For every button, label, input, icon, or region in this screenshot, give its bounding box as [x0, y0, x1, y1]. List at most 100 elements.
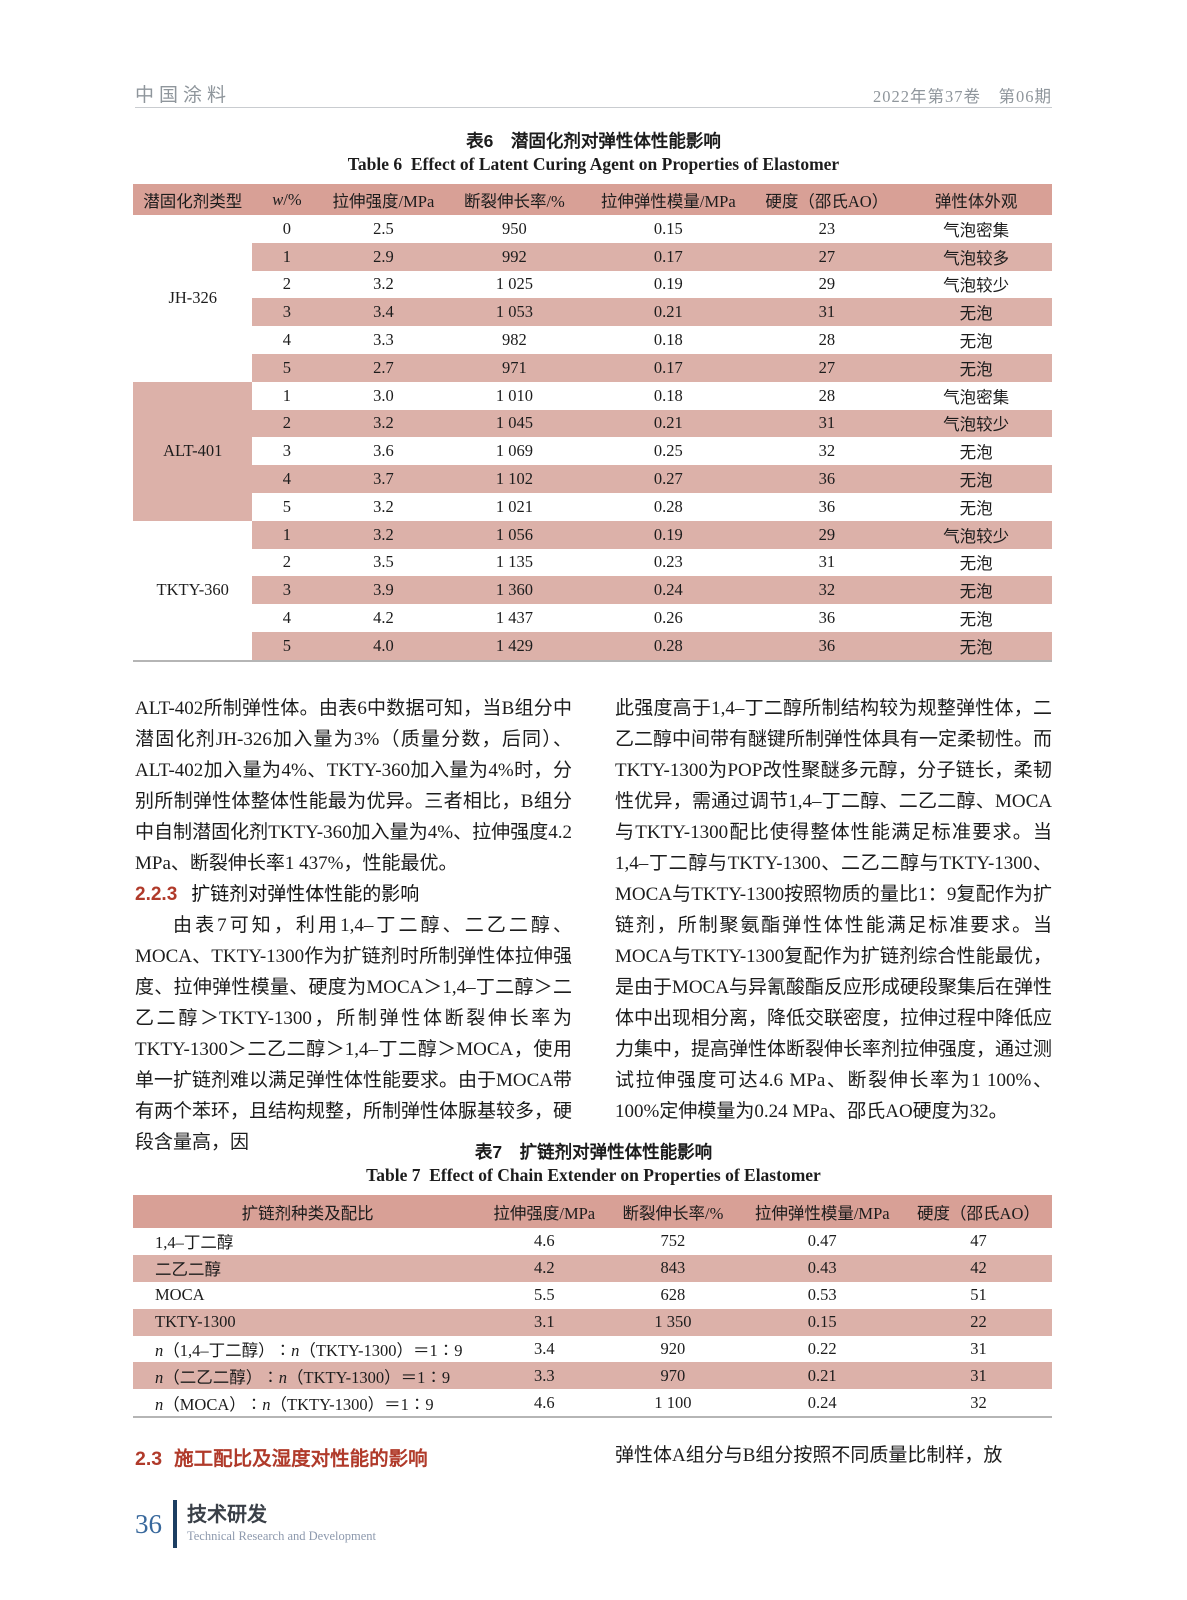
journal-name: 中国涂料	[135, 85, 232, 106]
table7-cell: 22	[904, 1308, 1052, 1336]
table6-cell: 1 021	[495, 496, 533, 516]
table6-cell: 无泡	[900, 576, 1052, 605]
table6-cell: 3.3	[373, 330, 394, 350]
table7-row: n（二乙二醇）∶n（TKTY-1300）＝1∶9 3.3 970 0.21 31	[133, 1362, 1052, 1390]
table6: 潜固化剂类型 w/% 拉伸强度/MPa 断裂伸长率/% 拉伸弹性模量/MPa 硬度（邵氏A…	[133, 184, 1052, 662]
table7-cell: 4.6	[533, 1231, 555, 1251]
table7-cell: 0.53	[807, 1285, 837, 1305]
table6-row: 1 2.9 992 0.17 27 气泡较多	[133, 242, 1052, 271]
table7-row: n（1,4–丁二醇）∶n（TKTY-1300）＝1∶9 3.4 920 0.22 31	[133, 1336, 1052, 1363]
table6-cell: 4	[282, 330, 292, 350]
table6-cell: 31	[753, 298, 901, 327]
table6-cell: 0	[282, 218, 292, 238]
table6-cell: 无泡	[900, 465, 1052, 493]
table6-row: JH-326 0 2.5 950 0.15 23 气泡密集	[133, 215, 1052, 382]
table6-cell: 4	[282, 608, 292, 628]
table6-cell: 27	[753, 353, 901, 382]
table7-row: MOCA 5.5 628 0.53 51	[133, 1282, 1052, 1309]
table6-cell: 3.9	[321, 576, 446, 605]
table7-header-row: 扩链剂种类及配比 拉伸强度/MPa 断裂伸长率/% 拉伸弹性模量/MPa 硬度（邵氏AO…	[133, 1195, 1052, 1228]
table6-caption-en: Table 6 Effect of Latent Curing Agent on…	[347, 154, 840, 174]
footer-section-subtitle: Technical Research and Development	[187, 1529, 376, 1543]
footer-divider-bar	[173, 1500, 177, 1548]
table6-cell: 3.7	[321, 465, 446, 493]
table6-row: 2 3.5 1 135 0.23 31 无泡	[133, 549, 1052, 577]
table6-cell: 3	[252, 298, 322, 327]
table6-cell: 1	[252, 242, 322, 271]
running-head: 中国涂料 2022年第37卷 第06期	[135, 80, 1052, 107]
table7-cell: 0.22	[807, 1339, 837, 1358]
table6-cell: 1 025	[495, 274, 533, 294]
table7-cell: 二乙二醇	[133, 1254, 483, 1282]
table6-row: 5 4.0 1 429 0.28 36 无泡	[133, 631, 1052, 661]
table6-row: 5 3.2 1 021 0.28 36 无泡	[133, 493, 1052, 521]
table6-cell: 31	[753, 409, 901, 438]
table7-cell: 1 100	[654, 1392, 692, 1412]
table6-header-row: 潜固化剂类型 w/% 拉伸强度/MPa 断裂伸长率/% 拉伸弹性模量/MPa 硬度（邵氏A…	[133, 184, 1052, 215]
table6-cell: 29	[753, 520, 901, 549]
table6-cell: 28	[818, 385, 836, 405]
section-number: 2.2.3	[135, 884, 178, 905]
table6-cell: 2.9	[321, 242, 446, 271]
table6-cell: 1 102	[445, 465, 584, 493]
table6-cell: 1 437	[495, 608, 533, 628]
table7-cell: 51	[970, 1285, 987, 1305]
table6-cell: 3.4	[321, 298, 446, 327]
table6-cell: 0.17	[583, 242, 754, 271]
table6-cell: 27	[753, 242, 901, 271]
table7-row: TKTY-1300 3.1 1 350 0.15 22	[133, 1308, 1052, 1336]
table6-caption-zh: 表6 潜固化剂对弹性体性能影响	[466, 131, 721, 151]
table6-row: 2 3.2 1 025 0.19 29 气泡较少	[133, 271, 1052, 299]
table6-cell: 5	[252, 631, 322, 661]
table6-cell: 2.5	[373, 218, 394, 238]
table6-cell: 5	[282, 496, 292, 516]
table6-cell: 无泡	[959, 554, 993, 574]
table6-cell: 950	[502, 218, 527, 238]
table6-cell: 982	[502, 330, 527, 350]
table6-cell: 971	[445, 353, 584, 382]
table6-cell: 无泡	[959, 443, 993, 463]
table6-row: 3 3.4 1 053 0.21 31 无泡	[133, 298, 1052, 327]
table7-header-cell: 拉伸强度/MPa	[482, 1195, 607, 1228]
table6-cell: 0.25	[653, 441, 683, 461]
table6-row: 3 3.6 1 069 0.25 32 无泡	[133, 437, 1052, 465]
table6-cell: 气泡密集	[943, 220, 1010, 240]
table6-cell: 1 069	[495, 441, 533, 461]
body-left-column: ALT-402所制弹性体。由表6中数据可知，当B组分中潜固化剂JH-326加入量…	[135, 693, 572, 1158]
page-number: 36	[135, 1508, 162, 1539]
table7-caption-en: Table 7 Effect of Chain Extender on Prop…	[366, 1165, 821, 1185]
table7-cell: TKTY-1300	[133, 1308, 483, 1336]
table6-cell: 36	[818, 496, 836, 516]
table6-cell: 气泡较少	[900, 409, 1052, 438]
table6-header-cell: w/%	[252, 184, 322, 215]
table7-cell: 1 350	[606, 1308, 740, 1336]
table6-row: 3 3.9 1 360 0.24 32 无泡	[133, 576, 1052, 605]
table7-header-cell: 扩链剂种类及配比	[133, 1195, 483, 1228]
table6-row: 4 3.3 982 0.18 28 无泡	[133, 326, 1052, 354]
table6-cell: 0.17	[583, 353, 754, 382]
table6-header-cell: 拉伸弹性模量/MPa	[583, 184, 754, 215]
body-paragraph: ALT-402所制弹性体。由表6中数据可知，当B组分中潜固化剂JH-326加入量…	[135, 698, 572, 874]
table6-cell: 0.24	[583, 576, 754, 605]
table6-cell: 0.28	[653, 496, 683, 516]
table7-cell: 3.1	[482, 1308, 607, 1336]
table6-cell: 36	[753, 631, 901, 661]
table6-cell: 5	[252, 353, 322, 382]
table6-cell: 2	[252, 409, 322, 438]
table6-cell: 36	[753, 465, 901, 493]
table7-cell: 4.2	[482, 1254, 607, 1282]
table6-cell: 0.21	[583, 298, 754, 327]
table7-header-cell: 硬度（邵氏AO）	[904, 1195, 1052, 1228]
table6-row: 4 3.7 1 102 0.27 36 无泡	[133, 465, 1052, 493]
table6-cell: 3.2	[373, 496, 394, 516]
table6-group-cell: JH-326	[133, 215, 253, 382]
table7-cell: 32	[970, 1392, 987, 1412]
footer-section: 技术研发 Technical Research and Development	[187, 1503, 376, 1545]
table7-cell: 0.21	[739, 1362, 905, 1390]
table7-cell: 0.24	[807, 1392, 837, 1412]
table6-cell: 无泡	[900, 353, 1052, 382]
table6-cell: 992	[445, 242, 584, 271]
table6-cell: 0.27	[583, 465, 754, 493]
table6-cell: 1	[252, 520, 322, 549]
